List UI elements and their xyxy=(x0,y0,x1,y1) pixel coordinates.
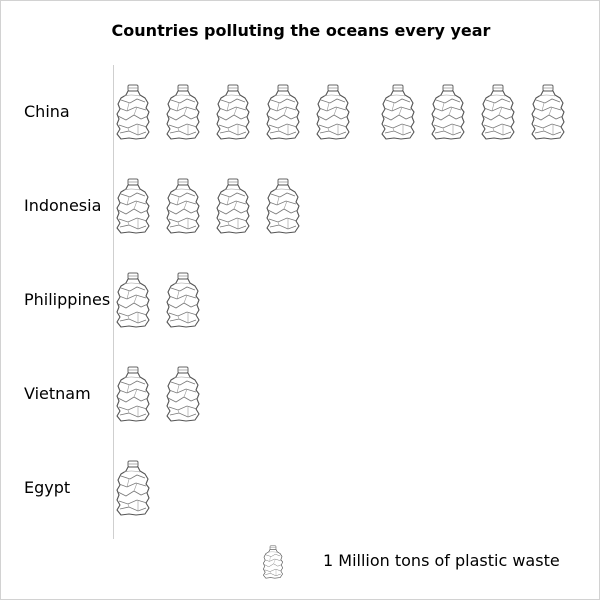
category-label-vietnam: Vietnam xyxy=(24,384,91,403)
bottle-icon-egypt-1 xyxy=(116,460,150,516)
bottle-icon-china-9 xyxy=(531,84,565,140)
bottle-icon-vietnam-1 xyxy=(116,366,150,422)
bottle-icon-china-6 xyxy=(381,84,415,140)
category-label-egypt: Egypt xyxy=(24,478,71,497)
bottle-icon-china-5 xyxy=(316,84,350,140)
bottle-icon-china-1 xyxy=(116,84,150,140)
bottle-icon-indonesia-3 xyxy=(216,178,250,234)
bottle-icon-indonesia-2 xyxy=(166,178,200,234)
bottle-icon-indonesia-4 xyxy=(266,178,300,234)
bottle-icon-china-2 xyxy=(166,84,200,140)
bottle-icon-china-4 xyxy=(266,84,300,140)
chart-title: Countries polluting the oceans every yea… xyxy=(111,21,491,40)
bottle-icon-china-3 xyxy=(216,84,250,140)
bottle-icon-philippines-2 xyxy=(166,272,200,328)
category-label-indonesia: Indonesia xyxy=(24,196,102,215)
bottle-icon-vietnam-2 xyxy=(166,366,200,422)
bottle-icon-china-7 xyxy=(431,84,465,140)
bottle-icon-china-8 xyxy=(481,84,515,140)
category-label-philippines: Philippines xyxy=(24,290,111,309)
legend-label: 1 Million tons of plastic waste xyxy=(323,551,560,570)
y-axis-line xyxy=(113,65,114,539)
bottle-icon-philippines-1 xyxy=(116,272,150,328)
legend-bottle-icon xyxy=(263,545,283,579)
bottle-icon-indonesia-1 xyxy=(116,178,150,234)
category-label-china: China xyxy=(24,102,70,121)
